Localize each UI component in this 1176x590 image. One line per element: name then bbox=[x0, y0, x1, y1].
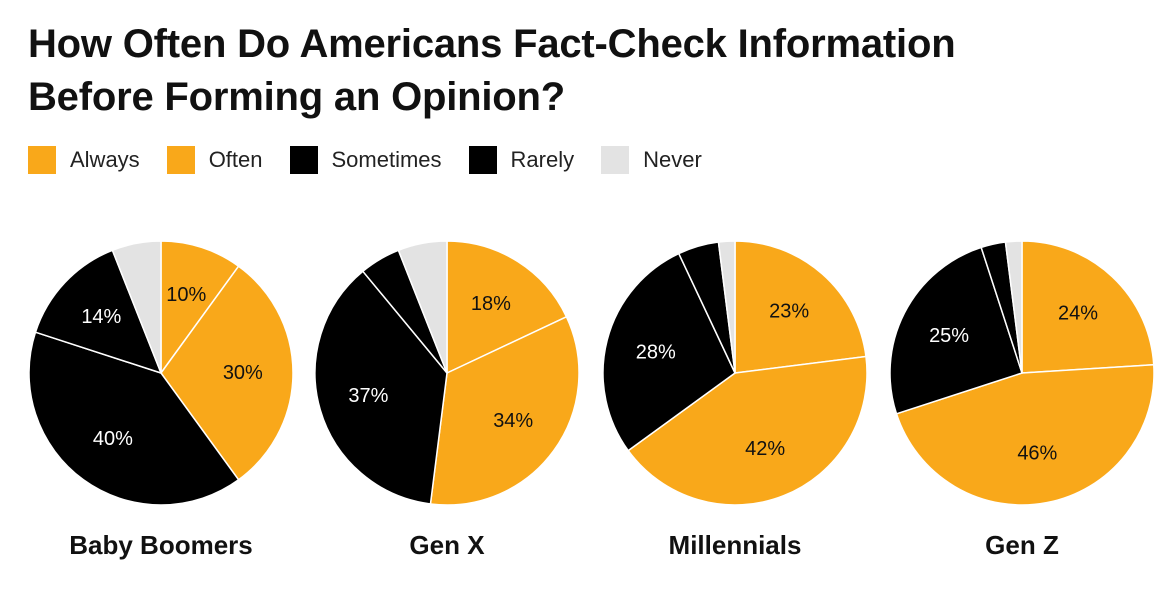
data-label-baby-boomers-always: 10% bbox=[166, 284, 206, 306]
legend-label-sometimes: Sometimes bbox=[331, 147, 442, 172]
slice-baby-boomers-always bbox=[160, 240, 240, 374]
data-label-gen-x-sometimes: 37% bbox=[348, 385, 388, 407]
legend-item-never: Never bbox=[601, 146, 702, 174]
data-label-gen-x-often: 34% bbox=[493, 410, 533, 432]
chart-title-line-1: How Often Do Americans Fact-Check Inform… bbox=[28, 22, 956, 66]
data-label-gen-z-always: 24% bbox=[1058, 302, 1098, 324]
legend-swatch-often bbox=[166, 146, 195, 174]
slice-baby-boomers-often bbox=[160, 265, 294, 481]
legend-swatch-rarely bbox=[468, 146, 497, 174]
pie-title-gen-x: Gen X bbox=[409, 530, 485, 560]
data-label-millennials-often: 42% bbox=[745, 438, 785, 460]
pie-gen-x: 18% 34% 37% Gen X bbox=[314, 240, 580, 560]
slice-gen-z-never bbox=[1004, 240, 1023, 374]
pie-title-millennials: Millennials bbox=[669, 530, 802, 560]
data-label-millennials-always: 23% bbox=[769, 301, 809, 323]
chart-title-line-2: Before Forming an Opinion? bbox=[28, 75, 566, 119]
slice-baby-boomers-never bbox=[111, 240, 162, 374]
data-label-gen-z-often: 46% bbox=[1017, 442, 1057, 464]
data-label-millennials-sometimes: 28% bbox=[636, 342, 676, 364]
data-label-gen-z-sometimes: 25% bbox=[929, 325, 969, 347]
legend-item-rarely: Rarely bbox=[468, 146, 575, 174]
slice-millennials-always bbox=[734, 240, 867, 374]
chart-title: How Often Do Americans Fact-Check Inform… bbox=[28, 18, 956, 124]
slice-gen-x-never bbox=[397, 240, 448, 374]
legend-swatch-never bbox=[601, 146, 630, 174]
pie-gen-z: 24% 46% 25% Gen Z bbox=[889, 240, 1155, 560]
legend-swatch-sometimes bbox=[289, 146, 318, 174]
pie-title-baby-boomers: Baby Boomers bbox=[69, 530, 253, 560]
legend-label-never: Never bbox=[643, 147, 702, 172]
legend-label-always: Always bbox=[70, 147, 140, 172]
slice-millennials-never bbox=[717, 240, 736, 374]
slice-gen-z-sometimes bbox=[889, 246, 1023, 415]
pie-title-gen-z: Gen Z bbox=[985, 530, 1059, 560]
slice-baby-boomers-rarely bbox=[34, 249, 162, 374]
legend-swatch-always bbox=[28, 146, 56, 174]
legend: Always Often Sometimes Rarely Never bbox=[28, 146, 729, 174]
legend-label-rarely: Rarely bbox=[510, 147, 575, 172]
slice-baby-boomers-sometimes bbox=[28, 331, 240, 506]
legend-item-sometimes: Sometimes bbox=[289, 146, 442, 174]
slice-millennials-often bbox=[627, 355, 868, 506]
data-label-gen-x-always: 18% bbox=[471, 293, 511, 315]
slice-gen-x-always bbox=[446, 240, 568, 374]
pie-millennials: 23% 42% 28% Millennials bbox=[602, 240, 868, 560]
slice-gen-z-often bbox=[895, 363, 1155, 506]
slice-millennials-sometimes bbox=[602, 252, 736, 452]
data-label-baby-boomers-rarely: 14% bbox=[81, 306, 121, 328]
legend-item-always: Always bbox=[28, 146, 140, 174]
data-label-baby-boomers-sometimes: 40% bbox=[93, 428, 133, 450]
slice-gen-x-often bbox=[429, 316, 580, 506]
slice-gen-z-always bbox=[1021, 240, 1155, 374]
legend-item-often: Often bbox=[166, 146, 263, 174]
legend-label-often: Often bbox=[208, 147, 263, 172]
slice-gen-x-sometimes bbox=[314, 270, 448, 505]
pie-baby-boomers: 10% 30% 40% 14% Baby Boomers bbox=[28, 240, 294, 560]
data-label-baby-boomers-often: 30% bbox=[223, 362, 263, 384]
